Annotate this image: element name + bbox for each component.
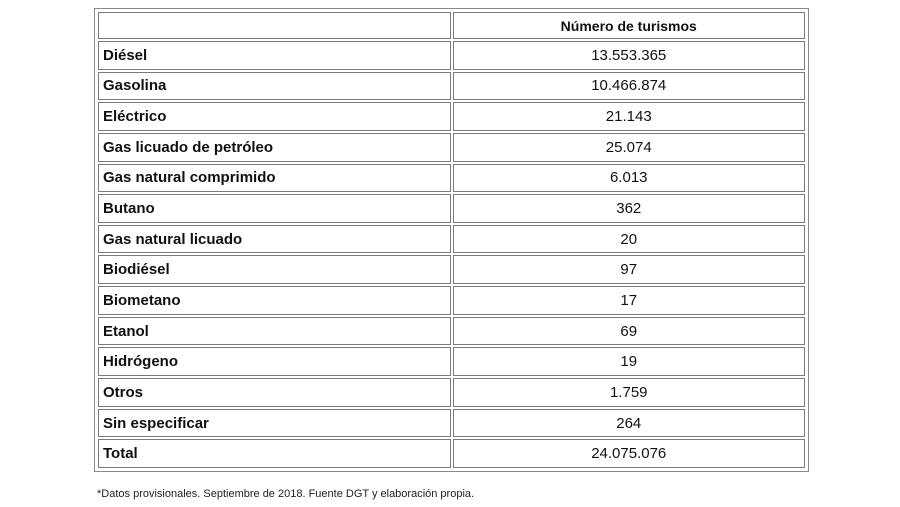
fuel-type-table: Número de turismos Diésel 13.553.365 Gas… — [96, 10, 807, 470]
table-row: Eléctrico 21.143 — [98, 102, 805, 131]
row-value: 20 — [452, 224, 805, 254]
row-label: Butano — [98, 194, 451, 223]
row-label: Sin especificar — [98, 408, 451, 438]
header-label-cell — [98, 12, 451, 39]
row-label: Gas natural licuado — [98, 224, 451, 254]
row-label: Otros — [98, 378, 451, 407]
row-label: Biometano — [98, 286, 451, 315]
row-label: Diésel — [98, 41, 451, 70]
row-label: Gasolina — [98, 71, 451, 101]
row-value: 19 — [452, 347, 805, 377]
row-value: 21.143 — [452, 102, 805, 131]
row-label: Gas licuado de petróleo — [98, 132, 451, 162]
row-value: 6.013 — [452, 163, 805, 193]
source-footnote: *Datos provisionales. Septiembre de 2018… — [97, 488, 475, 500]
row-value: 17 — [452, 286, 805, 315]
row-value: 264 — [452, 408, 805, 438]
table-row: Sin especificar 264 — [98, 408, 805, 438]
table-row: Biometano 17 — [98, 286, 805, 315]
table-total-row: Total 24.075.076 — [98, 439, 805, 468]
table-row: Gasolina 10.466.874 — [98, 71, 805, 101]
table-row: Butano 362 — [98, 194, 805, 223]
row-value: 10.466.874 — [452, 71, 805, 101]
row-value: 69 — [452, 316, 805, 346]
table-row: Hidrógeno 19 — [98, 347, 805, 377]
row-value: 25.074 — [452, 132, 805, 162]
row-value: 13.553.365 — [452, 41, 805, 70]
header-value-cell: Número de turismos — [452, 12, 805, 39]
total-value: 24.075.076 — [452, 439, 805, 468]
table-row: Gas natural comprimido 6.013 — [98, 163, 805, 193]
table-row: Biodiésel 97 — [98, 255, 805, 285]
row-label: Etanol — [98, 316, 451, 346]
row-value: 362 — [452, 194, 805, 223]
row-value: 97 — [452, 255, 805, 285]
table-header-row: Número de turismos — [98, 12, 805, 39]
fuel-type-table-frame: Número de turismos Diésel 13.553.365 Gas… — [94, 8, 809, 472]
row-value: 1.759 — [452, 378, 805, 407]
row-label: Eléctrico — [98, 102, 451, 131]
table-row: Gas natural licuado 20 — [98, 224, 805, 254]
table-row: Diésel 13.553.365 — [98, 41, 805, 70]
table-row: Otros 1.759 — [98, 378, 805, 407]
row-label: Gas natural comprimido — [98, 163, 451, 193]
row-label: Hidrógeno — [98, 347, 451, 377]
table-row: Gas licuado de petróleo 25.074 — [98, 132, 805, 162]
total-label: Total — [98, 439, 451, 468]
row-label: Biodiésel — [98, 255, 451, 285]
table-row: Etanol 69 — [98, 316, 805, 346]
